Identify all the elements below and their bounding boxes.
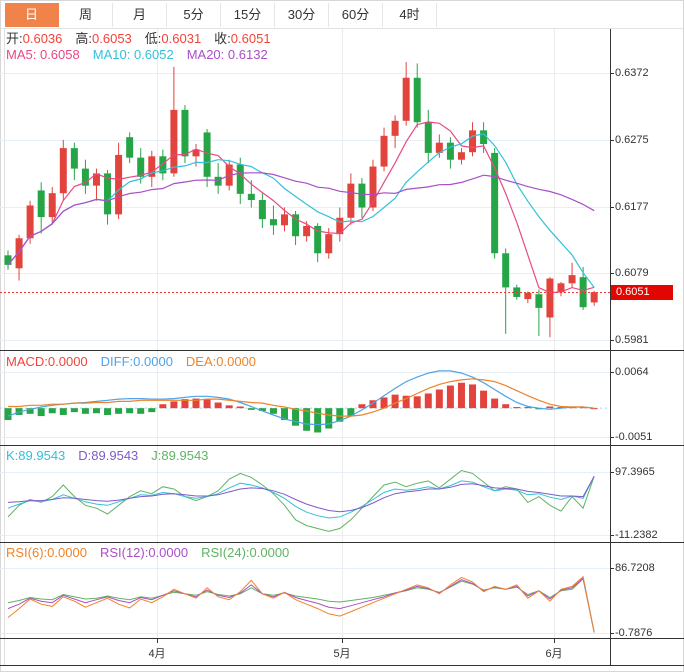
tab-30分[interactable]: 30分 [275, 2, 329, 27]
k-value: 89.9543 [18, 448, 66, 463]
x-axis-label-month: 4月 [148, 648, 166, 660]
high-label: 高: [75, 31, 93, 46]
ma10-label: MA10: [92, 47, 131, 62]
diff-value: 0.0000 [133, 354, 173, 369]
open-value: 0.6036 [22, 31, 63, 46]
tab-15分[interactable]: 15分 [221, 2, 275, 27]
ma5-value: 0.6058 [39, 47, 80, 62]
low-value: 0.6031 [161, 31, 202, 46]
current-price-badge: 0.6051 [611, 285, 673, 300]
ma10-value: 0.6052 [133, 47, 174, 62]
tab-60分[interactable]: 60分 [329, 2, 383, 27]
y-axis-label-kdj: -11.2382 [615, 529, 658, 541]
kdj-legend: K:89.9543 D:89.9543 J:89.9543 [6, 448, 221, 463]
rsi6-value: 0.0000 [47, 545, 87, 560]
y-axis-label-rsi: -0.7876 [615, 627, 653, 639]
y-axis-label-macd: 0.0064 [615, 366, 649, 378]
rsi12-label: RSI(12): [99, 545, 149, 560]
close-value: 0.6051 [230, 31, 271, 46]
rsi6-label: RSI(6): [6, 545, 48, 560]
x-axis-label-month: 5月 [333, 648, 351, 660]
rsi-legend: RSI(6):0.0000 RSI(12):0.0000 RSI(24):0.000… [6, 545, 302, 560]
j-label: J: [151, 448, 162, 463]
ma5-label: MA5: [6, 47, 37, 62]
rsi24-value: 0.0000 [249, 545, 290, 560]
y-axis-label-kdj: 97.3965 [615, 466, 655, 478]
low-label: 低: [144, 31, 162, 46]
rsi-series [7, 575, 595, 633]
tab-月[interactable]: 月 [113, 2, 167, 27]
macd-value: 0.0000 [47, 354, 88, 369]
y-axis-label-price: 0.6079 [615, 267, 649, 279]
open-label: 开: [6, 31, 23, 46]
kdj-series [7, 469, 595, 532]
x-axis-label-month: 6月 [545, 648, 563, 660]
tab-4时[interactable]: 4时 [383, 2, 437, 27]
dea-value: 0.0000 [216, 354, 257, 369]
j-value: 89.9543 [161, 448, 209, 463]
d-label: D: [78, 448, 92, 463]
ma20-value: 0.6132 [227, 47, 268, 62]
close-label: 收: [214, 31, 231, 46]
ohlc-legend: 开:0.6036 高:0.6053 低:0.6031 收:0.6051 [6, 31, 284, 46]
high-value: 0.6053 [92, 31, 132, 46]
k-label: K: [6, 448, 19, 463]
period-tabbar: 日周月 5分 15分 30分 60分 4时 [1, 1, 683, 29]
y-axis-label-price: 0.5981 [615, 334, 649, 346]
rsi12-value: 0.0000 [148, 545, 189, 560]
macd-label: MACD: [6, 354, 48, 369]
macd-series [4, 370, 598, 433]
rsi24-label: RSI(24): [201, 545, 250, 560]
y-axis-label-rsi: 86.7208 [615, 562, 655, 574]
macd-legend: MACD:0.0000 DIFF:0.0000 DEA:0.0000 [6, 354, 269, 369]
d-value: 89.9543 [91, 448, 139, 463]
tab-周[interactable]: 周 [59, 2, 113, 27]
ma-legend: MA5: 0.6058 MA10: 0.6052 MA20: 0.6132 [6, 47, 281, 62]
dea-label: DEA: [185, 354, 217, 369]
tab-5分[interactable]: 5分 [167, 2, 221, 27]
diff-label: DIFF: [100, 354, 134, 369]
ma20-label: MA20: [186, 47, 225, 62]
y-axis-label-price: 0.6177 [615, 201, 649, 213]
tab-日[interactable]: 日 [5, 2, 59, 27]
candlestick-series [4, 62, 598, 338]
y-axis-label-price: 0.6275 [615, 134, 649, 146]
y-axis-label-macd: -0.0051 [615, 431, 653, 443]
y-axis-label-price: 0.6372 [615, 67, 649, 79]
